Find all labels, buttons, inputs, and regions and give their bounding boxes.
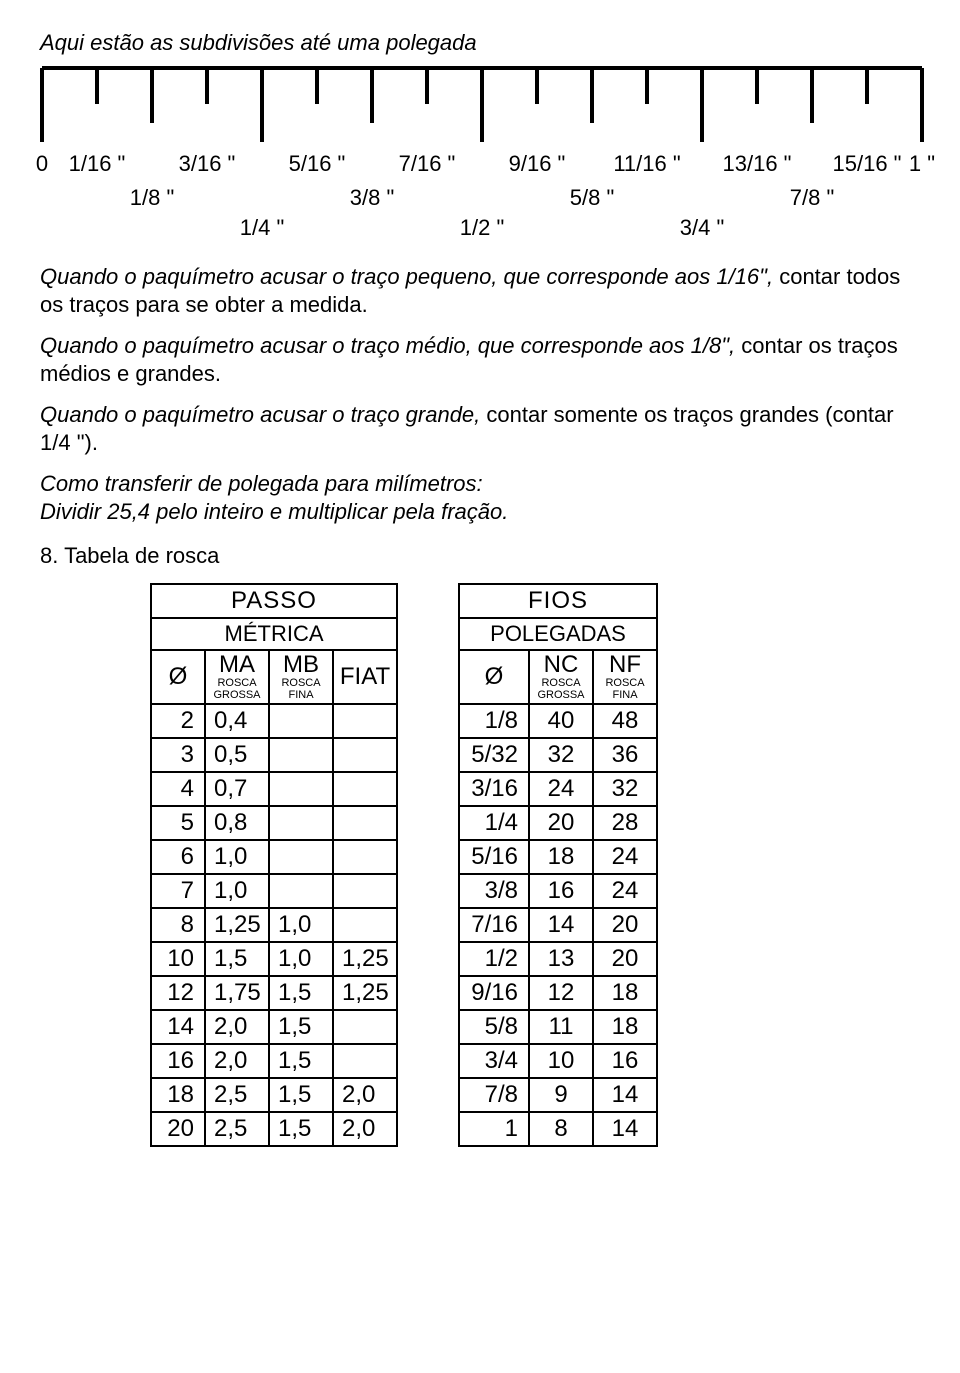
table-row: 5/161824 [459, 840, 657, 874]
tables-wrap: PASSOMÉTRICAØMAROSCAGROSSAMBROSCAFINAFIA… [40, 583, 920, 1147]
ruler-labels-quarter: 1/4 " 1/2 " 3/4 " [40, 215, 920, 243]
table-row: 1814 [459, 1112, 657, 1146]
paragraph-1: Quando o paquímetro acusar o traço peque… [40, 263, 920, 318]
ruler-label: 13/16 " [723, 151, 792, 177]
metric-title1: PASSO [151, 584, 397, 618]
page-heading: Aqui estão as subdivisões até uma polega… [40, 30, 920, 56]
ruler-label: 11/16 " [613, 151, 680, 177]
table-row: 3/162432 [459, 772, 657, 806]
table-row: 1/21320 [459, 942, 657, 976]
inch-col-nc: NCROSCAGROSSA [529, 650, 593, 704]
inch-col-diam: Ø [459, 650, 529, 704]
table-metric: PASSOMÉTRICAØMAROSCAGROSSAMBROSCAFINAFIA… [150, 583, 398, 1147]
table-row: 121,751,51,25 [151, 976, 397, 1010]
table-row: 7/161420 [459, 908, 657, 942]
paragraph-2-italic: Quando o paquímetro acusar o traço médio… [40, 333, 735, 358]
inch-title2: POLEGADAS [459, 618, 657, 650]
table-row: 61,0 [151, 840, 397, 874]
ruler-label: 0 [36, 151, 48, 177]
table-row: 101,51,01,25 [151, 942, 397, 976]
ruler-label: 1/4 " [240, 215, 285, 241]
inch-title1: FIOS [459, 584, 657, 618]
table-row: 40,7 [151, 772, 397, 806]
ruler-label: 3/8 " [350, 185, 395, 211]
paragraph-3: Quando o paquímetro acusar o traço grand… [40, 401, 920, 456]
table-row: 20,4 [151, 704, 397, 738]
paragraph-3-italic: Quando o paquímetro acusar o traço grand… [40, 402, 480, 427]
table-row: 5/323236 [459, 738, 657, 772]
table-row: 182,51,52,0 [151, 1078, 397, 1112]
paragraph-1-italic: Quando o paquímetro acusar o traço peque… [40, 264, 773, 289]
table-row: 9/161218 [459, 976, 657, 1010]
table-row: 71,0 [151, 874, 397, 908]
inch-col-nf: NFROSCAFINA [593, 650, 657, 704]
metric-col-ma: MAROSCAGROSSA [205, 650, 269, 704]
ruler-label: 3/4 " [680, 215, 725, 241]
section-8-title: 8. Tabela de rosca [40, 543, 920, 569]
metric-col-mb: MBROSCAFINA [269, 650, 333, 704]
table-row: 50,8 [151, 806, 397, 840]
ruler-label: 15/16 " [833, 151, 902, 177]
table-row: 162,01,5 [151, 1044, 397, 1078]
table-row: 81,251,0 [151, 908, 397, 942]
metric-title2: MÉTRICA [151, 618, 397, 650]
metric-col-fiat: FIAT [333, 650, 397, 704]
metric-col-diam: Ø [151, 650, 205, 704]
table-row: 30,5 [151, 738, 397, 772]
ruler-label: 7/16 " [399, 151, 456, 177]
ruler-label: 1 " [909, 151, 935, 177]
table-row: 142,01,5 [151, 1010, 397, 1044]
table-row: 3/81624 [459, 874, 657, 908]
table-row: 3/41016 [459, 1044, 657, 1078]
table-row: 5/81118 [459, 1010, 657, 1044]
table-row: 202,51,52,0 [151, 1112, 397, 1146]
table-inch: FIOSPOLEGADASØNCROSCAGROSSANFROSCAFINA1/… [458, 583, 658, 1147]
ruler: 01/16 "3/16 "5/16 "7/16 "9/16 "11/16 "13… [40, 66, 920, 243]
ruler-labels-eighth: 1/8 " 3/8 " 5/8 " 7/8 " [40, 185, 920, 213]
ruler-label: 7/8 " [790, 185, 835, 211]
table-row: 1/42028 [459, 806, 657, 840]
ruler-label: 5/8 " [570, 185, 615, 211]
ruler-label: 1/16 " [69, 151, 126, 177]
paragraph-2: Quando o paquímetro acusar o traço médio… [40, 332, 920, 387]
ruler-label: 1/2 " [460, 215, 505, 241]
paragraph-4: Como transferir de polegada para milímet… [40, 470, 920, 525]
ruler-label: 5/16 " [289, 151, 346, 177]
ruler-svg [40, 66, 925, 146]
ruler-labels-sixteenth: 01/16 "3/16 "5/16 "7/16 "9/16 "11/16 "13… [40, 151, 920, 179]
table-row: 1/84048 [459, 704, 657, 738]
table-row: 7/8914 [459, 1078, 657, 1112]
ruler-label: 1/8 " [130, 185, 175, 211]
ruler-label: 3/16 " [179, 151, 236, 177]
ruler-label: 9/16 " [509, 151, 566, 177]
